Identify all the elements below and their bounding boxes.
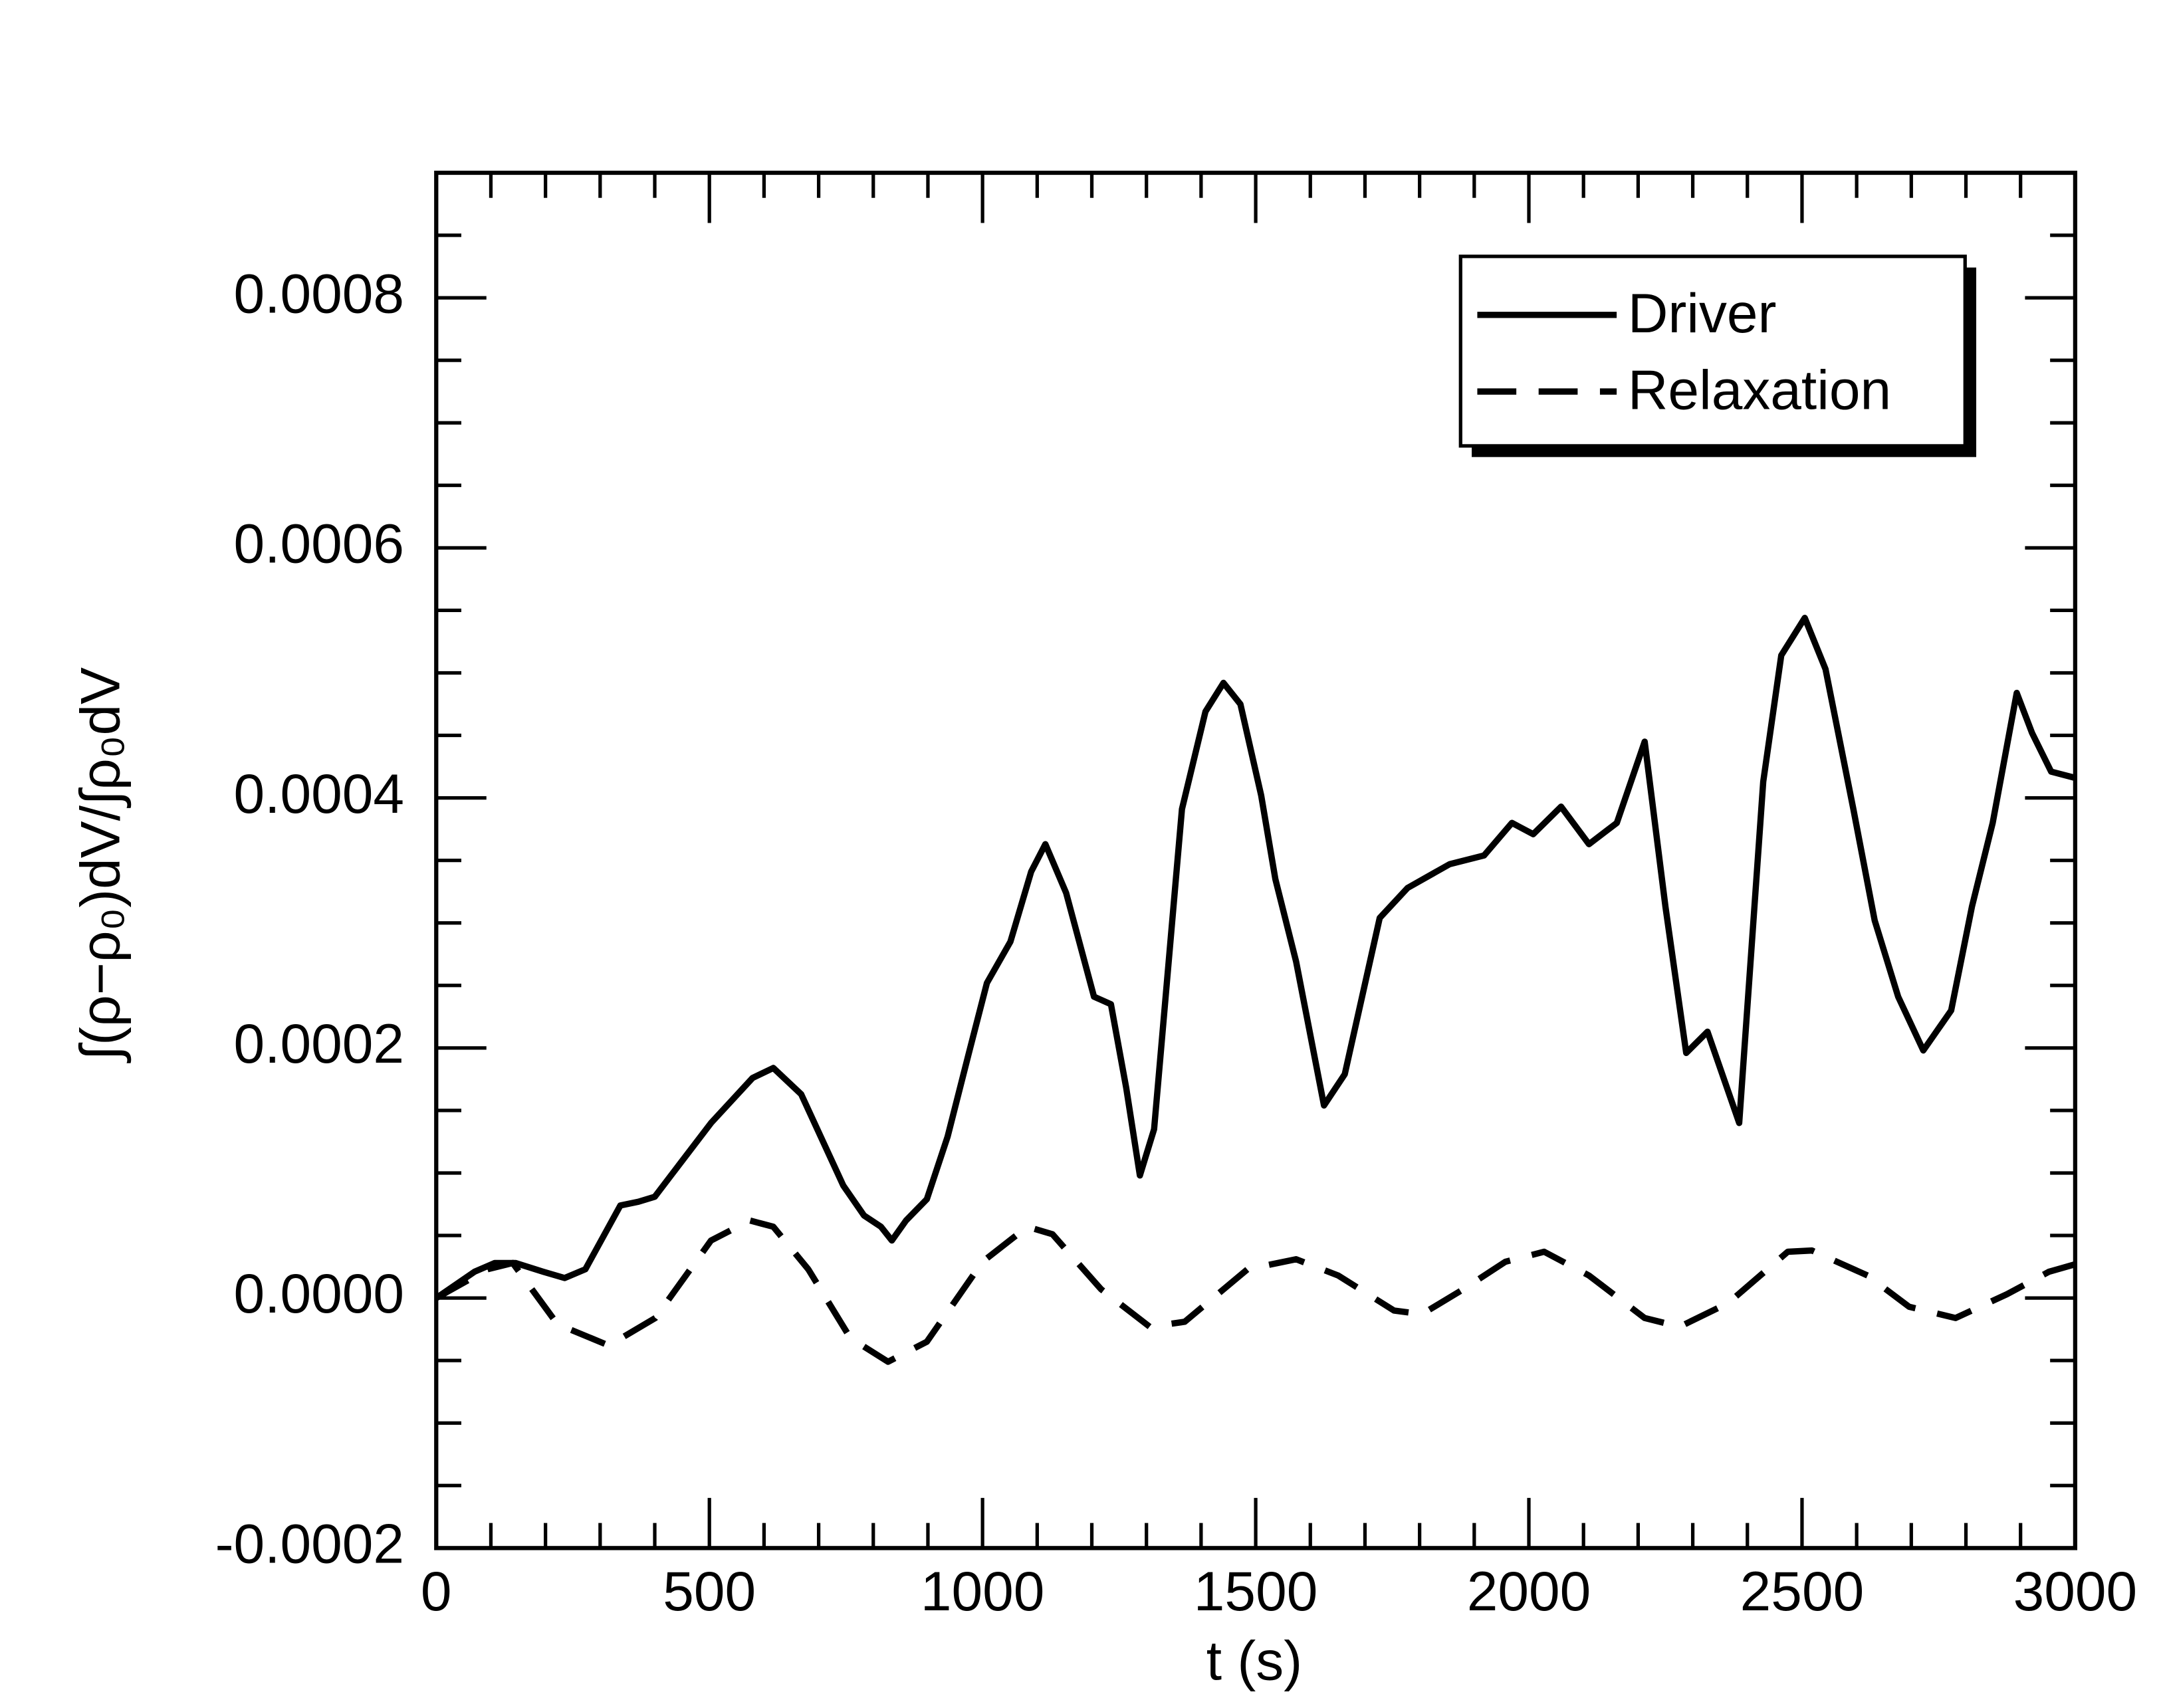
x-tick-label: 2000 [1467, 1560, 1591, 1622]
x-tick-label: 3000 [2013, 1560, 2138, 1622]
x-tick-label: 500 [663, 1560, 756, 1622]
y-axis-label: ∫(ρ−ρ₀)dV/∫ρ₀dV [68, 667, 131, 1064]
x-tick-label: 2500 [1740, 1560, 1865, 1622]
y-tick-label: 0.0000 [234, 1262, 404, 1325]
series-line [434, 614, 2077, 1301]
x-tick-label: 1500 [1194, 1560, 1318, 1622]
x-tick-label: 0 [421, 1560, 452, 1622]
y-tick-label: -0.0002 [215, 1512, 404, 1574]
x-axis-label: t (s) [1206, 1630, 1302, 1692]
y-tick-label: 0.0002 [234, 1012, 404, 1075]
legend-box [1458, 255, 1967, 448]
y-tick-label: 0.0004 [234, 762, 404, 825]
series-line [434, 1217, 2077, 1365]
plot-frame [434, 170, 2078, 1550]
y-tick-label: 0.0008 [234, 262, 404, 324]
y-tick-label: 0.0006 [234, 512, 404, 575]
legend-label: Driver [1628, 282, 1777, 344]
x-tick-label: 1000 [921, 1560, 1045, 1622]
legend-label: Relaxation [1628, 358, 1891, 421]
